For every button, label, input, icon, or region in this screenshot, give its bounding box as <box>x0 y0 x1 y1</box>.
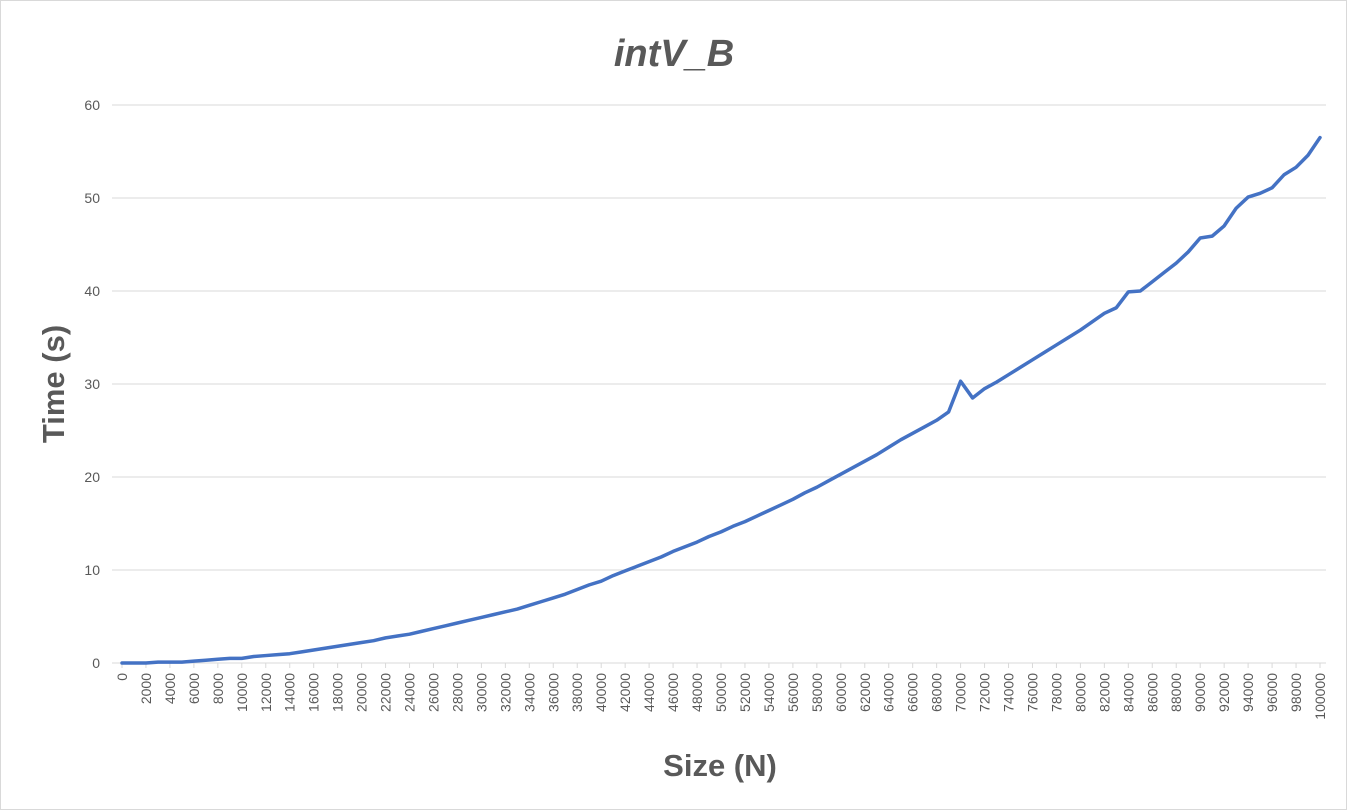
x-tick-label: 76000 <box>1024 673 1040 712</box>
x-tick-label: 16000 <box>306 673 322 712</box>
x-tick-label: 0 <box>114 673 130 681</box>
x-tick-label: 52000 <box>737 673 753 712</box>
x-tick-label: 74000 <box>1001 673 1017 712</box>
x-tick-label: 10000 <box>234 673 250 712</box>
x-tick-label: 18000 <box>330 673 346 712</box>
x-tick-label: 38000 <box>569 673 585 712</box>
x-tick-label: 94000 <box>1240 673 1256 712</box>
x-tick-label: 82000 <box>1096 673 1112 712</box>
chart-title: intV_B <box>614 33 734 75</box>
x-tick-label: 48000 <box>689 673 705 712</box>
x-tick-label: 78000 <box>1048 673 1064 712</box>
x-tick-label: 100000 <box>1312 673 1328 720</box>
y-axis-title: Time (s) <box>36 325 71 443</box>
x-tick-label: 26000 <box>425 673 441 712</box>
x-tick-label: 70000 <box>953 673 969 712</box>
x-tick-label: 54000 <box>761 673 777 712</box>
x-tick-label: 34000 <box>521 673 537 712</box>
x-tick-label: 80000 <box>1072 673 1088 712</box>
x-tick-label: 28000 <box>449 673 465 712</box>
x-tick-label: 8000 <box>210 673 226 704</box>
x-tick-label: 24000 <box>402 673 418 712</box>
x-tick-label: 30000 <box>473 673 489 712</box>
x-tick-label: 6000 <box>186 673 202 704</box>
y-tick-label: 0 <box>92 655 100 671</box>
x-tick-label: 62000 <box>857 673 873 712</box>
x-tick-label: 42000 <box>617 673 633 712</box>
x-tick-label: 98000 <box>1288 673 1304 712</box>
x-tick-label: 46000 <box>665 673 681 712</box>
x-tick-label: 40000 <box>593 673 609 712</box>
x-tick-label: 84000 <box>1120 673 1136 712</box>
data-line <box>120 135 1322 665</box>
x-tick-label: 4000 <box>162 673 178 704</box>
x-tick-label: 68000 <box>929 673 945 712</box>
y-tick-label: 20 <box>84 469 100 485</box>
x-tick-label: 72000 <box>977 673 993 712</box>
x-tick-label: 12000 <box>258 673 274 712</box>
x-tick-label: 50000 <box>713 673 729 712</box>
x-tick-label: 56000 <box>785 673 801 712</box>
x-tick-label: 22000 <box>378 673 394 712</box>
x-tick-label: 66000 <box>905 673 921 712</box>
x-tick-label: 58000 <box>809 673 825 712</box>
x-tick-label: 92000 <box>1216 673 1232 712</box>
y-tick-label: 60 <box>84 97 100 113</box>
y-tick-label: 10 <box>84 562 100 578</box>
x-tick-label: 44000 <box>641 673 657 712</box>
x-tick-label: 88000 <box>1168 673 1184 712</box>
x-tick-label: 90000 <box>1192 673 1208 712</box>
x-tick-label: 20000 <box>354 673 370 712</box>
x-tick-label: 36000 <box>545 673 561 712</box>
y-tick-label: 50 <box>84 190 100 206</box>
x-tick-label: 2000 <box>138 673 154 704</box>
y-tick-label: 40 <box>84 283 100 299</box>
x-axis-title: Size (N) <box>663 748 777 783</box>
x-tick-label: 64000 <box>881 673 897 712</box>
x-tick-label: 96000 <box>1264 673 1280 712</box>
x-tick-label: 32000 <box>497 673 513 712</box>
x-tick-label: 14000 <box>282 673 298 712</box>
y-tick-label: 30 <box>84 376 100 392</box>
x-tick-label: 86000 <box>1144 673 1160 712</box>
x-tick-label: 60000 <box>833 673 849 712</box>
